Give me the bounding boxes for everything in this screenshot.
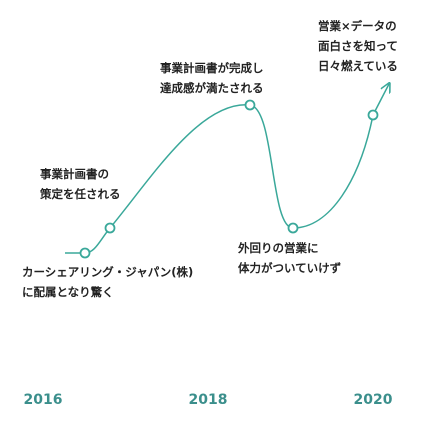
event-label: 外回りの営業に [237, 241, 319, 255]
point [367, 109, 379, 121]
points [79, 99, 379, 259]
event-label: カーシェアリング・ジャパン(株) [22, 265, 193, 279]
point [79, 247, 91, 259]
event-label: 策定を任される [39, 187, 121, 201]
event-label: 事業計画書が完成し [160, 61, 264, 75]
event-label: 達成感が満たされる [160, 81, 264, 95]
year-label: 2018 [189, 392, 228, 408]
event-label: 日々燃えている [318, 59, 398, 73]
event-label: 面白さを知って [318, 39, 398, 53]
year-label: 2016 [24, 392, 63, 408]
event-label: 体力がついていけず [238, 261, 342, 275]
year-label: 2020 [354, 392, 393, 408]
point [287, 222, 299, 234]
event-label: 営業×データの [318, 19, 397, 33]
point [244, 99, 256, 111]
event-label: に配属となり驚く [22, 285, 114, 299]
event-label: 事業計画書の [40, 167, 109, 181]
point [104, 222, 116, 234]
